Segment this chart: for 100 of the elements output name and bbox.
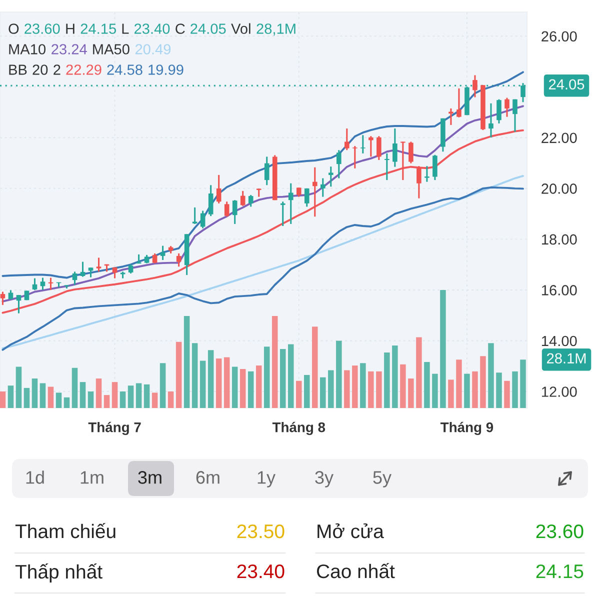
candlestick: [40, 277, 46, 291]
bar: [0, 391, 6, 408]
bar: [296, 380, 302, 408]
bar: [376, 371, 382, 408]
text: 3m: [138, 471, 162, 484]
bar: [152, 392, 158, 408]
bar: [512, 371, 518, 408]
bar: [352, 366, 358, 408]
bar: [80, 382, 86, 408]
bar: [56, 392, 62, 408]
candlestick: [328, 166, 334, 188]
bar: [168, 391, 174, 408]
bar: [216, 358, 222, 408]
bar: [112, 382, 118, 408]
bar: [280, 349, 286, 408]
bar: [160, 363, 166, 408]
text: 1d: [26, 470, 44, 484]
bar: [144, 384, 150, 408]
candlestick: [408, 140, 414, 164]
candlestick: [400, 140, 406, 181]
candlestick: [504, 97, 510, 118]
bar: [480, 356, 486, 408]
text: Thấp nhất: [15, 564, 102, 582]
bar: [488, 343, 494, 408]
bar: [232, 366, 238, 408]
bar: [24, 388, 30, 408]
bar: [448, 380, 454, 408]
bar: [440, 290, 446, 408]
text: 5y: [373, 471, 392, 488]
candlestick: [176, 252, 182, 268]
bar: [32, 378, 38, 408]
candlestick: [424, 165, 430, 183]
candlestick: [304, 188, 310, 208]
candlestick: [352, 145, 358, 170]
y-tick-label: 12.00: [542, 386, 577, 397]
candlestick: [360, 134, 366, 154]
candlestick: [96, 256, 102, 272]
annotation: BB 20 2 22.29 24.58 19.99: [9, 64, 184, 75]
bar: [520, 360, 526, 408]
bar: [72, 368, 78, 408]
candlestick: [384, 152, 390, 181]
candlestick: [152, 252, 158, 264]
bar: [416, 337, 422, 408]
bar: [336, 340, 342, 408]
text: Cao nhất: [316, 563, 395, 578]
line-series: [2, 129, 524, 314]
bar: [368, 371, 374, 408]
bar: [200, 360, 206, 408]
bar: [264, 346, 270, 408]
bar: [8, 386, 14, 408]
bar: [392, 345, 398, 408]
candlestick: [336, 149, 342, 180]
annotation: MA10 23.24 MA50 20.49: [9, 44, 171, 54]
bar: [472, 371, 478, 408]
bar: [320, 377, 326, 408]
bar: [240, 369, 246, 408]
text: 28.1M: [546, 353, 586, 364]
candlestick: [368, 135, 374, 158]
candlestick: [48, 277, 54, 291]
candlestick: [160, 245, 166, 261]
text: 1y: [258, 471, 276, 488]
y-tick-label: 22.00: [542, 132, 577, 144]
bar: [256, 366, 262, 408]
candlestick: [496, 98, 502, 124]
bar: [328, 370, 334, 408]
candlestick: [416, 165, 422, 200]
text: 6m: [196, 471, 220, 484]
bar: [400, 364, 406, 408]
candlestick: [32, 278, 38, 291]
candlestick: [320, 178, 326, 198]
candlestick: [192, 206, 198, 225]
bar: [192, 343, 198, 408]
bar: [304, 374, 310, 408]
bar: [48, 386, 54, 408]
x-tick-label: Tháng 8: [272, 422, 326, 436]
candlestick: [240, 190, 246, 207]
candlestick: [200, 210, 206, 230]
bar: [96, 378, 102, 408]
candlestick: [280, 200, 286, 227]
text: 23.60: [536, 524, 584, 538]
bar: [288, 344, 294, 408]
candlestick: [88, 266, 94, 278]
bar: [224, 357, 230, 408]
candlestick: [72, 270, 78, 286]
text: 23.50: [237, 524, 284, 538]
candlestick: [0, 290, 6, 306]
bar: [136, 383, 142, 408]
bar: [208, 350, 214, 408]
candlestick: [216, 174, 222, 204]
bar: [40, 383, 46, 408]
candlestick: [264, 156, 270, 186]
candlestick: [208, 184, 214, 217]
bar: [504, 380, 510, 408]
candlestick: [488, 102, 494, 138]
bar: [16, 366, 22, 408]
bar: [88, 391, 94, 408]
candlestick: [432, 154, 438, 181]
candlestick: [80, 261, 86, 278]
candlestick: [312, 166, 318, 218]
text: Mở cửa: [318, 523, 384, 538]
